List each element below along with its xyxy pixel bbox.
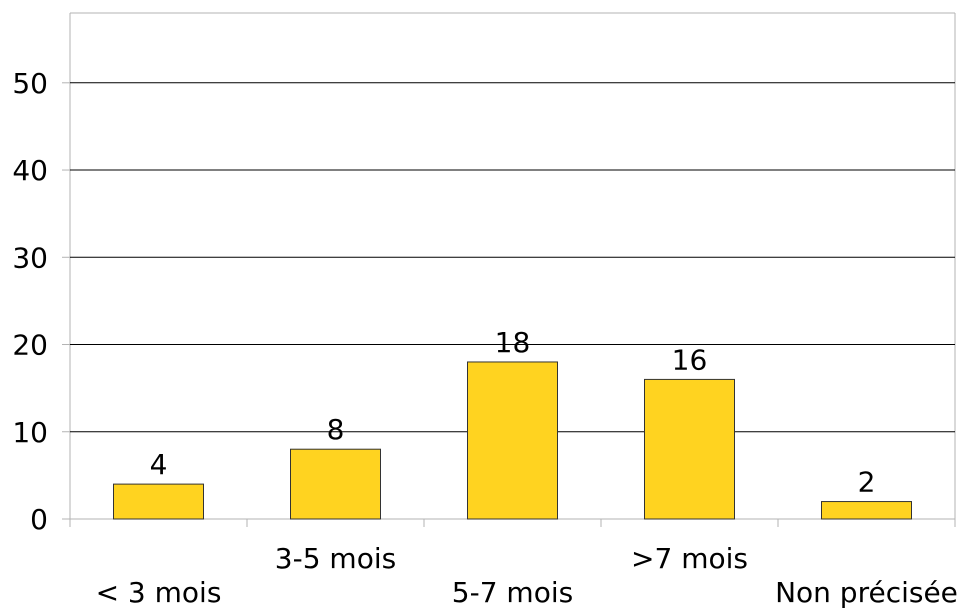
y-axis-labels: 0 10 20 30 40 50 xyxy=(12,67,48,536)
y-tick-label: 0 xyxy=(30,503,48,536)
y-tick-label: 20 xyxy=(12,329,48,362)
x-axis-labels: < 3 mois 3-5 mois 5-7 mois >7 mois Non préci… xyxy=(96,542,958,609)
y-tick-label: 50 xyxy=(12,67,48,100)
data-label: 2 xyxy=(858,466,876,499)
category-label: < 3 mois xyxy=(96,576,222,609)
category-label: 5-7 mois xyxy=(452,576,573,609)
bar xyxy=(821,501,912,520)
y-tick-label: 10 xyxy=(12,416,48,449)
y-tick-label: 30 xyxy=(12,241,48,274)
data-label: 8 xyxy=(327,413,345,446)
category-label: >7 mois xyxy=(631,542,748,575)
y-tick-label: 40 xyxy=(12,154,48,187)
data-labels: 4 8 18 16 2 xyxy=(150,326,876,499)
bar xyxy=(467,361,558,520)
bar xyxy=(113,483,204,520)
bar xyxy=(644,378,735,520)
bar xyxy=(290,448,381,520)
bars xyxy=(113,361,912,520)
category-label: 3-5 mois xyxy=(275,542,396,575)
data-label: 4 xyxy=(150,448,168,481)
data-label: 16 xyxy=(672,343,708,376)
category-label: Non précisée xyxy=(775,576,958,609)
data-label: 18 xyxy=(495,326,531,359)
